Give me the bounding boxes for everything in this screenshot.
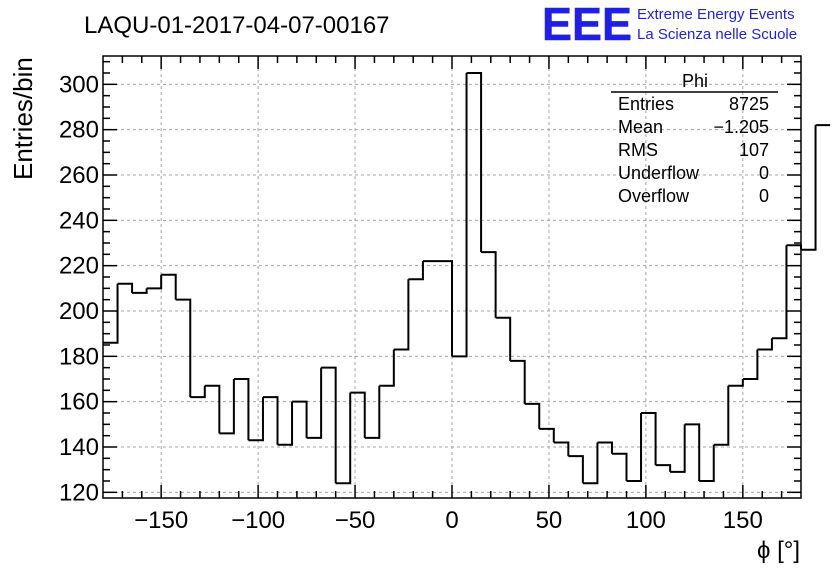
y-tick-label: 260	[59, 162, 99, 189]
stats-row-rms: RMS 107	[618, 140, 769, 160]
logo-line-1: Extreme Energy Events	[637, 6, 795, 23]
stats-label: Entries	[618, 94, 674, 114]
x-tick-label: −50	[335, 507, 376, 534]
histogram-bin	[321, 366, 337, 484]
histogram-bin	[611, 452, 628, 481]
x-tick-label: 100	[626, 507, 666, 534]
histogram-bin	[277, 401, 294, 446]
histogram-bin	[742, 349, 759, 380]
histogram-bin	[452, 73, 468, 358]
chart-title: LAQU-01-2017-04-07-00167	[84, 12, 390, 39]
y-tick-label: 240	[59, 207, 99, 234]
stats-row-mean: Mean −1.205	[618, 117, 769, 137]
logo-mark: EEE	[542, 0, 632, 50]
histogram-bin	[175, 298, 192, 398]
stats-row-overflow: Overflow 0	[618, 186, 769, 206]
histogram-bin	[335, 392, 352, 485]
stats-label: Mean	[618, 117, 663, 137]
x-tick-label: 150	[723, 507, 763, 534]
histogram-bin	[132, 288, 148, 294]
eee-logo: EEE Extreme Energy Events La Scienza nel…	[542, 0, 797, 50]
histogram-bin	[801, 125, 817, 251]
stats-label: RMS	[618, 140, 658, 160]
histogram-bin	[597, 441, 613, 454]
histogram-bin	[466, 72, 483, 253]
histogram-bin	[379, 349, 395, 387]
histogram-bin	[408, 261, 424, 281]
stats-value: 0	[759, 186, 769, 206]
histogram-bin	[568, 455, 584, 484]
x-tick-label: −100	[231, 507, 285, 534]
stats-value: 0	[759, 163, 769, 183]
histogram-bin	[350, 391, 366, 438]
stats-title: Phi	[682, 71, 708, 91]
histogram-bin	[233, 378, 250, 441]
histogram-bin	[539, 427, 555, 443]
histogram-bin	[524, 402, 541, 429]
histogram-bin	[582, 442, 599, 485]
histogram-bin	[655, 464, 672, 472]
histogram-bin	[117, 282, 134, 293]
y-tick-label: 300	[59, 71, 99, 98]
histogram-bin	[103, 283, 119, 344]
y-tick-label: 180	[59, 343, 99, 370]
histogram-bin	[728, 379, 744, 387]
x-tick-label: −150	[134, 507, 188, 534]
stats-value: 107	[739, 140, 769, 160]
histogram-bin	[364, 385, 381, 439]
y-tick-label: 200	[59, 298, 99, 325]
histogram-bin	[553, 441, 570, 457]
stats-box: Phi Entries 8725 Mean −1.205 RMS 107 Und…	[611, 71, 778, 206]
y-tick-label: 160	[59, 389, 99, 416]
histogram-bins	[103, 72, 831, 485]
y-axis-title: Entries/bin	[8, 57, 38, 180]
histogram-bin	[626, 413, 643, 482]
histogram-bin	[684, 423, 701, 481]
x-axis-ticks: −150 −100 −50 0 50 100 150	[121, 56, 783, 534]
histogram-bin	[248, 397, 264, 442]
x-axis-title: ϕ [°]	[757, 537, 800, 564]
stats-label: Underflow	[618, 163, 700, 183]
histogram-bin	[306, 367, 323, 439]
histogram-bin	[292, 400, 308, 438]
histogram-bin	[771, 245, 788, 340]
histogram-bin	[510, 359, 526, 404]
histogram-bin	[495, 316, 512, 361]
histogram-bin	[146, 274, 163, 290]
histogram-bin	[699, 444, 715, 482]
histogram-bin	[481, 251, 497, 318]
y-axis-ticks: 120 140 160 180 200 220 240 260 280 300	[59, 60, 801, 506]
stats-row-underflow: Underflow 0	[618, 163, 769, 183]
histogram-bin	[641, 412, 657, 466]
histogram-bin	[786, 244, 802, 250]
stats-label: Overflow	[618, 186, 690, 206]
histogram-bin	[437, 260, 453, 357]
y-tick-label: 280	[59, 117, 99, 144]
y-tick-label: 220	[59, 253, 99, 280]
histogram-bin	[262, 396, 279, 445]
stats-value: −1.205	[713, 117, 769, 137]
histogram-bin	[161, 273, 177, 300]
histogram-bin	[219, 379, 235, 435]
stats-row-entries: Entries 8725	[618, 94, 769, 114]
histogram-bin	[204, 384, 221, 434]
x-tick-label: 0	[445, 507, 458, 534]
logo-line-2: La Scienza nelle Scuole	[637, 26, 797, 43]
stats-value: 8725	[729, 94, 769, 114]
histogram-bin	[713, 385, 730, 446]
histogram-bin	[757, 338, 773, 351]
histogram-bin	[393, 279, 410, 351]
y-tick-label: 120	[59, 479, 99, 506]
y-tick-label: 140	[59, 434, 99, 461]
x-tick-label: 50	[536, 507, 563, 534]
histogram-bin	[190, 385, 206, 399]
histogram-bin	[670, 424, 686, 473]
